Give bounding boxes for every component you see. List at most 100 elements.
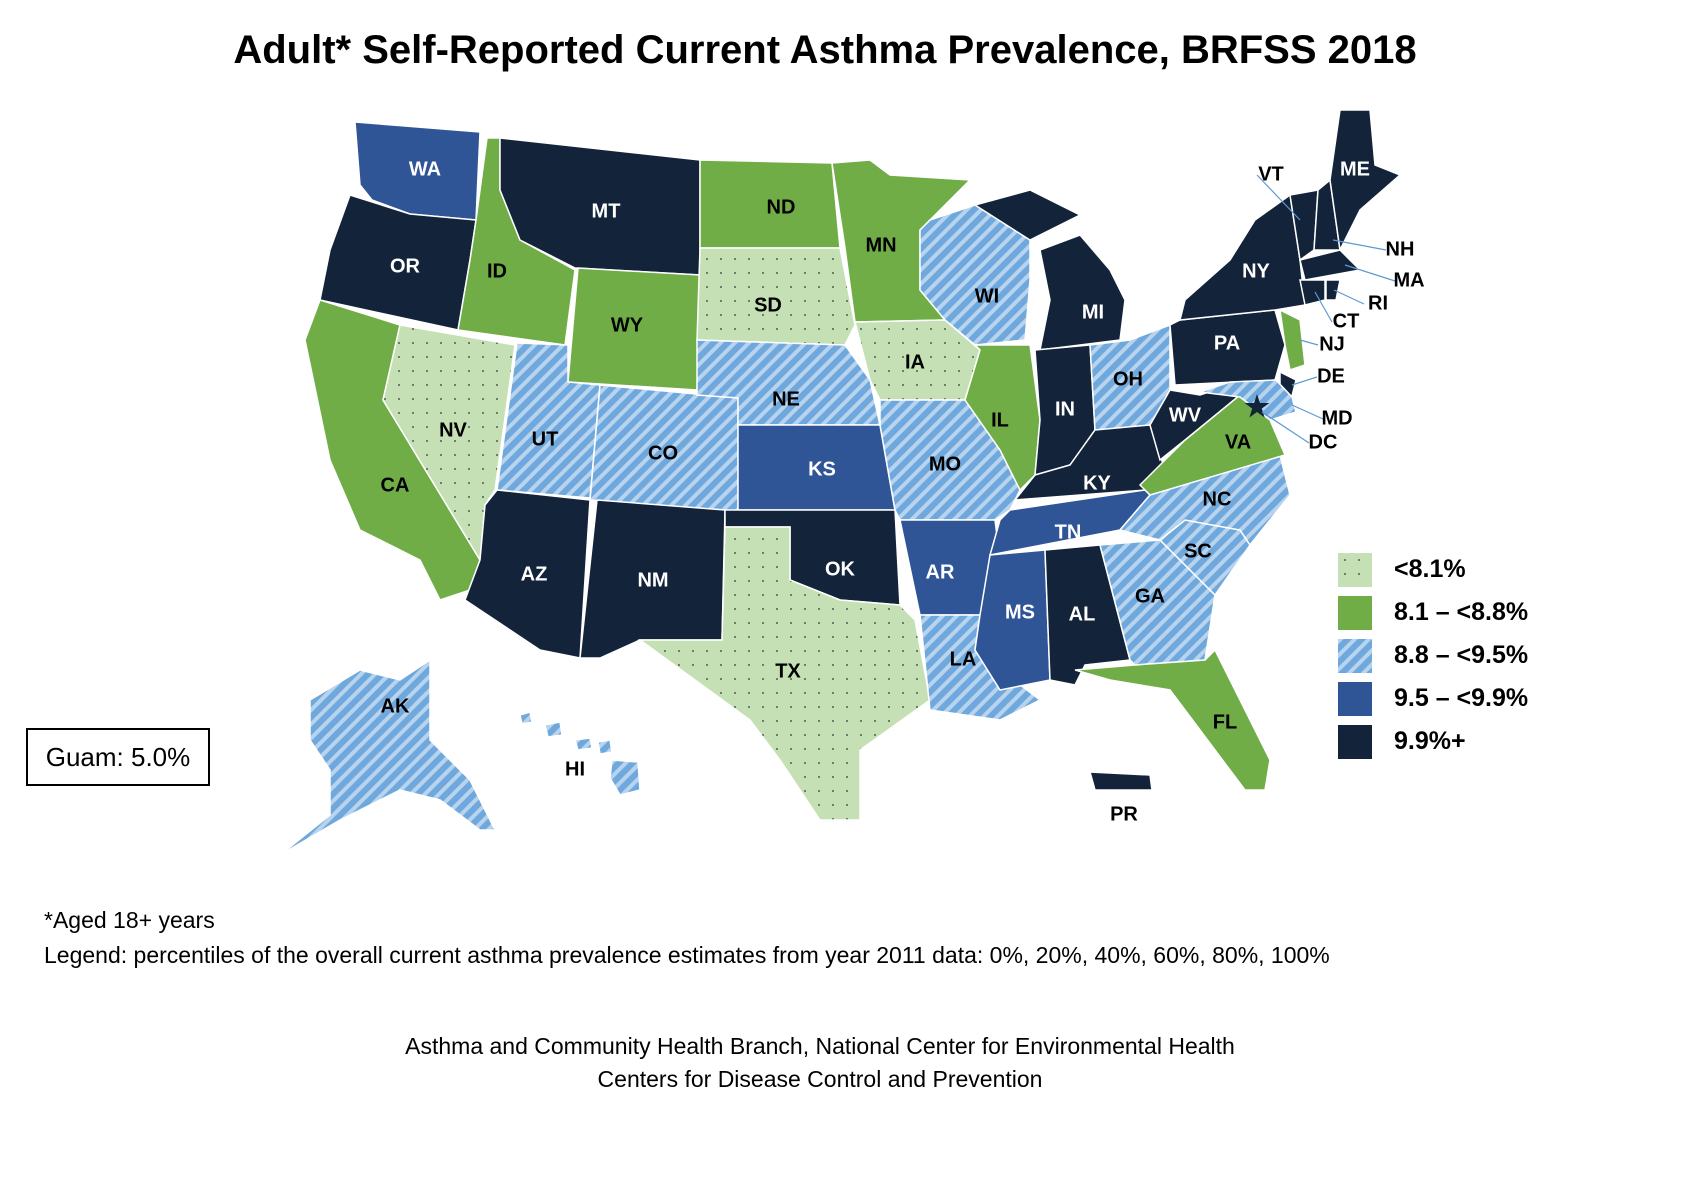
- state-label-tx: TX: [775, 660, 801, 682]
- state-me: [1329, 109, 1402, 253]
- guam-box: Guam: 5.0%: [26, 728, 210, 786]
- state-ct: [1299, 279, 1326, 306]
- state-shape: [637, 526, 931, 821]
- state-label-ut: UT: [532, 428, 559, 450]
- state-shape: [574, 737, 593, 751]
- callout-line-nh: [1332, 239, 1387, 251]
- state-hi: [519, 711, 641, 796]
- state-label-mo: MO: [929, 453, 961, 475]
- state-label-nc: NC: [1203, 488, 1232, 510]
- state-shape: [1199, 379, 1297, 421]
- state-tx: [637, 526, 931, 821]
- callout-line-ct: [1314, 291, 1333, 323]
- state-label-al: AL: [1069, 603, 1096, 625]
- state-label-co: CO: [648, 442, 678, 464]
- callout-line-nj: [1299, 339, 1319, 346]
- state-shape: [1279, 308, 1306, 371]
- state-label-de: DE: [1317, 365, 1345, 387]
- state-label-va: VA: [1225, 431, 1251, 453]
- state-label-tn: TN: [1055, 521, 1082, 543]
- state-ma: [1299, 249, 1362, 281]
- state-label-ar: AR: [926, 561, 955, 583]
- legend-label: 8.8 – <9.5%: [1394, 641, 1529, 669]
- legend-note: Legend: percentiles of the overall curre…: [44, 942, 1330, 968]
- state-shape: [464, 489, 591, 659]
- state-shape: [544, 721, 563, 738]
- state-label-ms: MS: [1005, 601, 1035, 623]
- state-ny: [1179, 193, 1306, 321]
- state-pr: [1088, 771, 1153, 791]
- state-shape: [1299, 249, 1362, 281]
- map-title: Adult* Self-Reported Current Asthma Prev…: [233, 28, 1417, 72]
- state-label-ri: RI: [1368, 292, 1388, 314]
- state-shape: [609, 759, 641, 796]
- state-ri: [1325, 279, 1341, 301]
- state-shape: [1074, 648, 1271, 791]
- state-az: [464, 489, 591, 659]
- state-label-ak: AK: [381, 695, 410, 717]
- state-label-hi: HI: [565, 758, 585, 780]
- legend-label: 8.1 – <8.8%: [1394, 598, 1529, 626]
- legend-swatch: [1338, 724, 1372, 759]
- state-shape: [1325, 279, 1341, 301]
- state-mi: [973, 189, 1126, 351]
- callout-lines: [1256, 174, 1396, 444]
- state-labels: WA OR CA NV ID MT WY UT CO AZ NM ND SD NE KS OK TX MN IA MO…: [381, 158, 1425, 825]
- state-label-ca: CA: [381, 474, 410, 496]
- state-sd: [696, 247, 856, 346]
- state-label-ia: IA: [905, 351, 925, 373]
- state-label-ok: OK: [825, 558, 856, 580]
- state-label-la: LA: [950, 648, 977, 670]
- credit-line-1: Asthma and Community Health Branch, Nati…: [405, 1033, 1235, 1059]
- state-label-sc: SC: [1184, 540, 1212, 562]
- state-label-mn: MN: [865, 234, 896, 256]
- state-label-oh: OH: [1113, 368, 1143, 390]
- state-shape: [696, 247, 856, 346]
- callout-line-vt: [1256, 174, 1301, 221]
- state-label-or: OR: [390, 255, 421, 277]
- legend-item-c5: 9.9%+: [1338, 720, 1528, 763]
- state-label-ne: NE: [772, 388, 800, 410]
- legend-label: <8.1%: [1394, 555, 1466, 583]
- legend-label: 9.9%+: [1394, 727, 1466, 755]
- callout-line-md: [1291, 404, 1324, 420]
- legend-label: 9.5 – <9.9%: [1394, 684, 1529, 712]
- state-ak: [279, 658, 497, 856]
- state-shape: [1039, 234, 1126, 351]
- state-label-id: ID: [487, 260, 507, 282]
- state-label-ga: GA: [1135, 585, 1165, 607]
- state-label-vt: VT: [1258, 163, 1284, 185]
- callout-line-ma: [1344, 264, 1396, 282]
- state-label-mi: MI: [1082, 301, 1104, 323]
- state-label-nd: ND: [767, 196, 796, 218]
- state-label-in: IN: [1055, 398, 1075, 420]
- state-label-wi: WI: [975, 285, 999, 307]
- legend-item-c3: 8.8 – <9.5%: [1338, 634, 1528, 677]
- credit-line-2: Centers for Disease Control and Preventi…: [597, 1066, 1043, 1092]
- state-label-me: ME: [1340, 158, 1370, 180]
- state-label-wv: WV: [1169, 404, 1202, 426]
- state-label-il: IL: [991, 409, 1009, 431]
- states-layer: [279, 109, 1402, 856]
- state-dc: [1244, 394, 1270, 418]
- footnote: *Aged 18+ years: [44, 907, 215, 933]
- state-md: [1199, 379, 1297, 421]
- state-label-ct: CT: [1333, 310, 1360, 332]
- state-label-wa: WA: [409, 158, 441, 180]
- state-shape: [1088, 771, 1153, 791]
- state-label-ny: NY: [1242, 260, 1270, 282]
- state-shape: [597, 739, 613, 755]
- state-label-ks: KS: [808, 458, 836, 480]
- state-shape: [964, 344, 1041, 492]
- legend-swatch: [1338, 595, 1372, 630]
- state-label-dc: DC: [1309, 431, 1338, 453]
- legend-item-c4: 9.5 – <9.9%: [1338, 677, 1528, 720]
- state-shape: [1329, 109, 1402, 253]
- state-label-wy: WY: [611, 314, 644, 336]
- callout-line-de: [1291, 376, 1318, 386]
- state-label-pa: PA: [1214, 332, 1240, 354]
- legend-item-c1: <8.1%: [1338, 548, 1528, 591]
- state-label-ma: MA: [1393, 269, 1424, 291]
- state-label-az: AZ: [521, 563, 548, 585]
